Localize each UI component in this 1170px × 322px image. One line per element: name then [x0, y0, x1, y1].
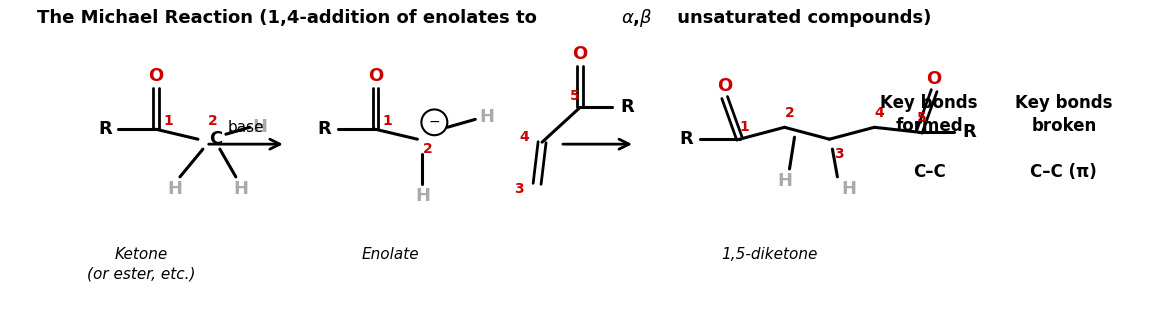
- Text: 1: 1: [163, 114, 173, 128]
- Text: The Michael Reaction (1,4-addition of enolates to: The Michael Reaction (1,4-addition of en…: [37, 9, 543, 27]
- Text: $\alpha$,$\beta$: $\alpha$,$\beta$: [621, 7, 653, 29]
- Text: O: O: [572, 45, 587, 63]
- Text: broken: broken: [1031, 117, 1096, 135]
- Text: 4: 4: [874, 106, 885, 120]
- Text: −: −: [428, 115, 440, 129]
- Text: C–C: C–C: [913, 163, 945, 181]
- Text: base: base: [227, 120, 264, 135]
- Text: 2: 2: [208, 114, 218, 128]
- Text: 3: 3: [515, 182, 524, 196]
- Text: Ketone: Ketone: [115, 247, 167, 262]
- Text: O: O: [367, 67, 383, 85]
- Text: 1: 1: [739, 120, 750, 134]
- Text: formed: formed: [895, 117, 963, 135]
- Text: 5: 5: [917, 111, 927, 125]
- Text: 2: 2: [422, 142, 432, 156]
- Text: 4: 4: [519, 130, 529, 144]
- Text: Key bonds: Key bonds: [1016, 93, 1113, 111]
- Text: 1,5-diketone: 1,5-diketone: [722, 247, 818, 262]
- Text: H: H: [777, 172, 792, 190]
- Text: 5: 5: [570, 89, 580, 103]
- Text: O: O: [717, 77, 732, 95]
- Text: H: H: [480, 109, 495, 126]
- Text: 2: 2: [785, 106, 794, 120]
- Text: O: O: [149, 67, 164, 85]
- Text: R: R: [620, 99, 634, 117]
- Text: Enolate: Enolate: [362, 247, 419, 262]
- Text: R: R: [98, 120, 112, 138]
- Text: (or ester, etc.): (or ester, etc.): [87, 267, 195, 281]
- Text: C: C: [209, 130, 222, 148]
- Text: H: H: [415, 187, 429, 205]
- Text: H: H: [233, 180, 248, 198]
- Text: 1: 1: [383, 114, 392, 128]
- Text: R: R: [962, 123, 976, 141]
- Text: H: H: [167, 180, 183, 198]
- Text: R: R: [679, 130, 693, 148]
- Text: H: H: [842, 180, 856, 198]
- Text: R: R: [318, 120, 331, 138]
- Text: C–C (π): C–C (π): [1031, 163, 1097, 181]
- Text: O: O: [927, 70, 942, 88]
- Text: H: H: [253, 118, 267, 136]
- Text: 3: 3: [834, 147, 845, 161]
- Text: Key bonds: Key bonds: [881, 93, 978, 111]
- Text: unsaturated compounds): unsaturated compounds): [670, 9, 931, 27]
